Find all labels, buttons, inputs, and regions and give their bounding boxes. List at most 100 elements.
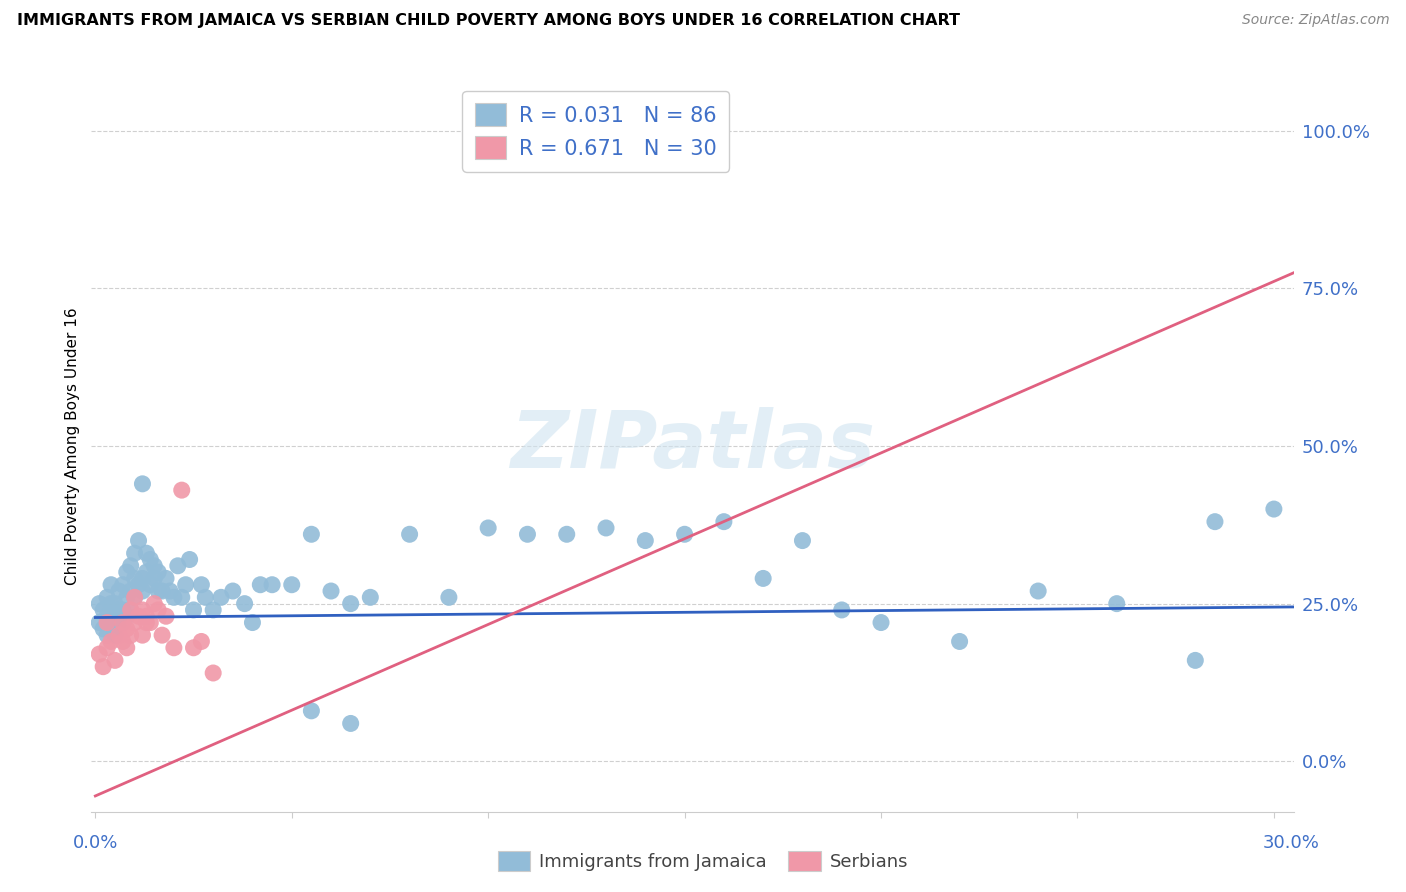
Point [319, 584, 342, 599]
Point [115, 622, 138, 636]
Point [100, 597, 122, 611]
Point [96, 628, 118, 642]
Point [115, 591, 138, 605]
Point [124, 591, 146, 605]
Point [163, 640, 186, 655]
Point [163, 591, 186, 605]
Point [146, 565, 169, 579]
Point [190, 634, 212, 648]
Point [143, 571, 166, 585]
Point [115, 609, 138, 624]
Point [91, 603, 114, 617]
Point [1026, 584, 1049, 599]
Point [96, 591, 118, 605]
Point [131, 571, 153, 585]
Point [135, 609, 157, 624]
Point [155, 571, 177, 585]
Text: ZIPatlas: ZIPatlas [510, 407, 875, 485]
Point [634, 533, 657, 548]
Point [91, 622, 114, 636]
Point [128, 533, 150, 548]
Point [120, 603, 142, 617]
Point [673, 527, 696, 541]
Legend: R = 0.031   N = 86, R = 0.671   N = 30: R = 0.031 N = 86, R = 0.671 N = 30 [463, 91, 728, 171]
Point [139, 552, 162, 566]
Text: 0.0%: 0.0% [73, 834, 118, 852]
Point [1105, 597, 1128, 611]
Point [91, 659, 114, 673]
Point [139, 615, 162, 630]
Point [194, 591, 217, 605]
Point [1204, 515, 1226, 529]
Point [150, 584, 173, 599]
Point [131, 476, 153, 491]
Point [174, 578, 197, 592]
Point [89, 615, 111, 630]
Point [108, 628, 131, 642]
Point [89, 597, 111, 611]
Point [111, 615, 134, 630]
Point [299, 527, 322, 541]
Point [104, 597, 127, 611]
Point [135, 565, 157, 579]
Point [299, 704, 322, 718]
Point [170, 483, 193, 497]
Point [166, 558, 188, 573]
Point [595, 521, 617, 535]
Point [555, 527, 578, 541]
Point [104, 609, 127, 624]
Point [104, 653, 127, 667]
Point [339, 597, 361, 611]
Point [120, 584, 142, 599]
Point [89, 647, 111, 661]
Point [124, 546, 146, 560]
Point [111, 603, 134, 617]
Point [120, 603, 142, 617]
Point [104, 628, 127, 642]
Point [143, 597, 166, 611]
Point [120, 558, 142, 573]
Point [120, 628, 142, 642]
Point [948, 634, 970, 648]
Point [124, 591, 146, 605]
Point [179, 552, 201, 566]
Point [398, 527, 420, 541]
Point [128, 609, 150, 624]
Point [146, 603, 169, 617]
Point [222, 584, 245, 599]
Point [96, 609, 118, 624]
Point [115, 640, 138, 655]
Point [713, 515, 735, 529]
Point [831, 603, 853, 617]
Point [190, 578, 212, 592]
Point [159, 584, 181, 599]
Point [437, 591, 460, 605]
Point [752, 571, 775, 585]
Point [249, 578, 271, 592]
Point [281, 578, 304, 592]
Point [108, 584, 131, 599]
Point [111, 578, 134, 592]
Point [150, 628, 173, 642]
Y-axis label: Child Poverty Among Boys Under 16: Child Poverty Among Boys Under 16 [65, 307, 80, 585]
Point [96, 640, 118, 655]
Point [135, 615, 157, 630]
Point [359, 591, 381, 605]
Text: IMMIGRANTS FROM JAMAICA VS SERBIAN CHILD POVERTY AMONG BOYS UNDER 16 CORRELATION: IMMIGRANTS FROM JAMAICA VS SERBIAN CHILD… [17, 13, 960, 29]
Point [108, 603, 131, 617]
Point [233, 597, 256, 611]
Point [242, 615, 264, 630]
Point [139, 578, 162, 592]
Point [155, 609, 177, 624]
Point [135, 546, 157, 560]
Point [128, 578, 150, 592]
Point [124, 615, 146, 630]
Point [131, 628, 153, 642]
Point [100, 578, 122, 592]
Point [1184, 653, 1206, 667]
Point [100, 615, 122, 630]
Point [183, 640, 205, 655]
Text: 30.0%: 30.0% [1263, 834, 1319, 852]
Point [131, 584, 153, 599]
Point [96, 615, 118, 630]
